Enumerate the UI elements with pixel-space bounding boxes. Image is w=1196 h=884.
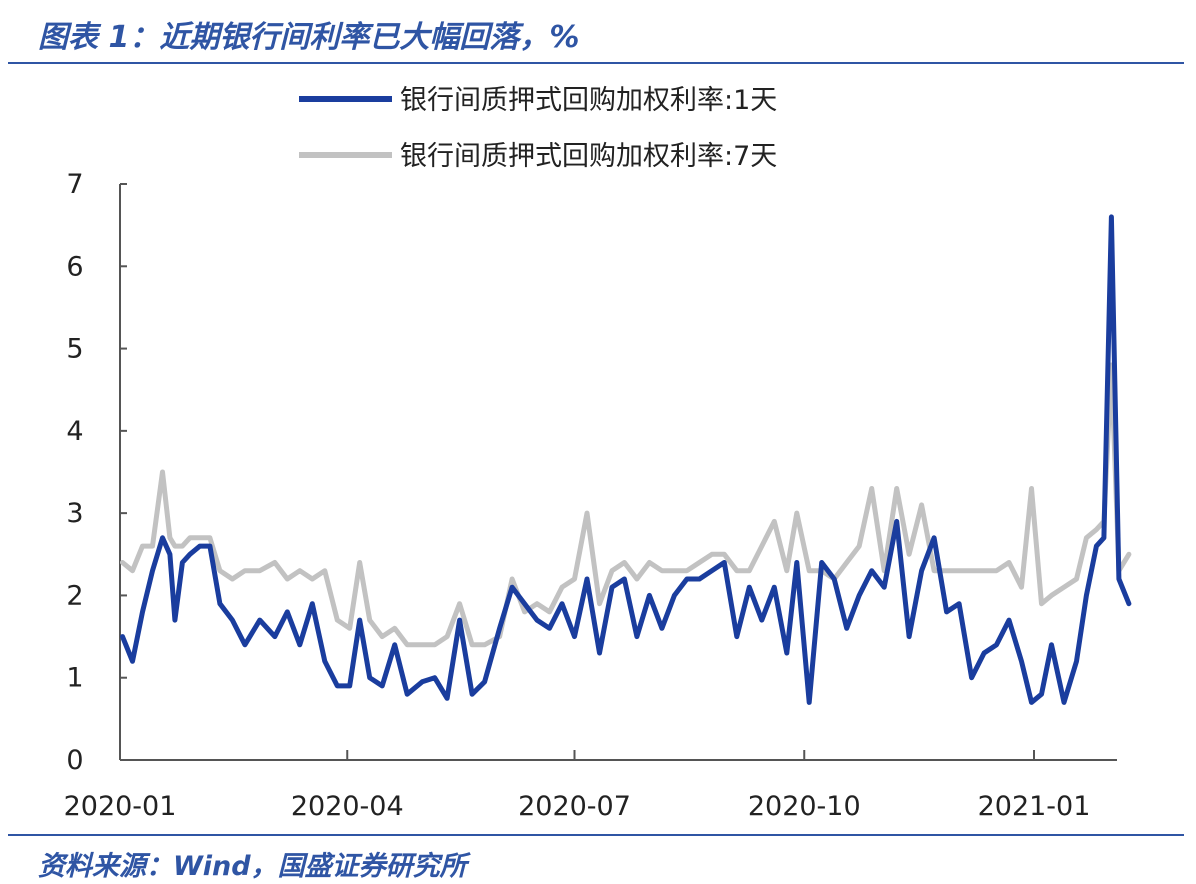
x-tick-label: 2020-10 bbox=[748, 791, 861, 822]
y-tick-label: 4 bbox=[66, 416, 83, 447]
x-tick-label: 2021-01 bbox=[978, 791, 1091, 822]
legend-label-1day: 银行间质押式回购加权利率:1天 bbox=[400, 85, 777, 116]
x-axis: 2020-01 2020-04 2020-07 2020-10 2021-01 bbox=[64, 750, 1117, 822]
y-tick-label: 0 bbox=[66, 745, 83, 776]
x-tick-label: 2020-04 bbox=[291, 791, 404, 822]
y-tick-label: 1 bbox=[66, 663, 83, 694]
y-tick-label: 2 bbox=[66, 580, 83, 611]
x-tick-label: 2020-07 bbox=[518, 791, 631, 822]
y-tick-label: 5 bbox=[66, 334, 83, 365]
figure-title: 图表 1：近期银行间利率已大幅回落，% bbox=[38, 20, 580, 55]
bottom-rule bbox=[8, 834, 1184, 836]
y-tick-label: 3 bbox=[66, 498, 83, 529]
source-note: 资料来源：Wind，国盛证券研究所 bbox=[38, 851, 467, 882]
y-tick-label: 7 bbox=[66, 169, 83, 200]
top-rule bbox=[8, 62, 1184, 64]
plot-lines bbox=[120, 214, 1132, 705]
y-axis: 0 1 2 3 4 5 6 7 bbox=[66, 169, 127, 776]
y-tick-label: 6 bbox=[66, 251, 83, 282]
series-line-7day bbox=[120, 362, 1132, 648]
x-tick-label: 2020-01 bbox=[64, 791, 177, 822]
legend-label-7day: 银行间质押式回购加权利率:7天 bbox=[400, 141, 777, 172]
series-line-1day bbox=[120, 214, 1132, 705]
